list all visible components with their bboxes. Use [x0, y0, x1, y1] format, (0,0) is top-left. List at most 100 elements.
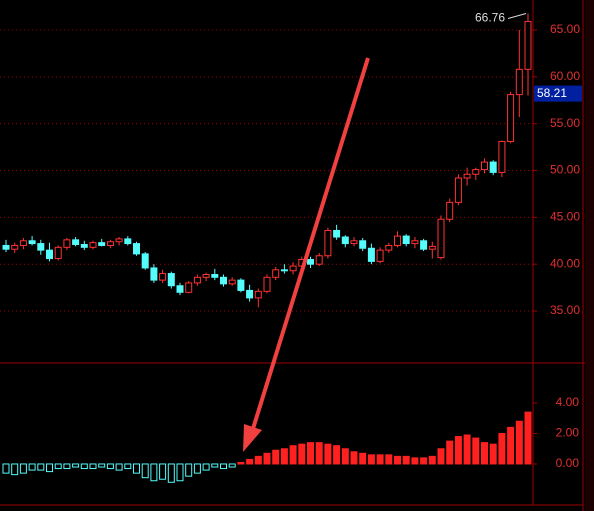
y-tick-label: 45.00 [550, 210, 580, 224]
macd-bar [359, 452, 367, 465]
candle-body [167, 273, 175, 287]
macd-bar [437, 448, 445, 465]
macd-bar [515, 420, 523, 465]
macd-bar [394, 455, 401, 465]
candle-body [254, 290, 262, 299]
macd-bar [2, 463, 10, 474]
arrow-head [243, 424, 262, 452]
y-tick-label: 55.00 [550, 116, 580, 130]
candle-body [211, 273, 219, 278]
candle-body [246, 289, 254, 299]
macd-bar [507, 426, 515, 465]
macd-bar [176, 463, 184, 482]
macd-bar [428, 455, 436, 465]
macd-bar [454, 436, 462, 465]
macd-bar [463, 434, 471, 465]
price-marker [534, 85, 582, 102]
candle-body [411, 240, 419, 245]
candle-body [454, 177, 462, 203]
candle-body [193, 276, 201, 284]
macd-bar [167, 463, 175, 483]
candle-body [141, 253, 149, 269]
macd-bar [19, 463, 27, 474]
macd-bar [150, 463, 158, 482]
plot: 35.00 40.00 45.00 50.00 55.00 60.00 65.00 66.76… [0, 11, 582, 483]
macd-bar [341, 448, 349, 465]
macd-bar [263, 452, 271, 465]
macd-bar [420, 457, 428, 465]
macd-bar [367, 454, 375, 465]
candle-body [11, 244, 19, 250]
macd-bar [141, 463, 149, 479]
macd-bar [472, 437, 480, 465]
macd-bar [124, 463, 132, 470]
macd-bar [202, 463, 210, 471]
macd-bar [133, 463, 140, 474]
macd-bar [211, 463, 219, 468]
macd-bar [46, 463, 53, 473]
y-tick-label: 0.00 [556, 456, 580, 470]
candle-body [472, 169, 480, 175]
macd-bar [280, 448, 288, 465]
macd-bar [220, 463, 227, 470]
macd-bar [298, 443, 306, 465]
candle-body [220, 276, 227, 285]
candle-body [237, 279, 245, 291]
candle-body [350, 240, 358, 245]
candle-body [394, 235, 401, 246]
macd-bar [272, 449, 280, 465]
macd-bar [54, 463, 62, 470]
candle-body [37, 243, 45, 251]
candle-body [202, 273, 210, 278]
candle-body [324, 229, 332, 257]
y-tick-label: 65.00 [550, 22, 580, 36]
candle-body [46, 249, 53, 260]
macd-bar [106, 463, 114, 470]
candle-body [376, 249, 384, 262]
candle-body [280, 269, 288, 272]
candle-body [420, 240, 428, 250]
macd-bar [481, 442, 488, 465]
high-pointer [507, 13, 527, 19]
candle-body [507, 94, 515, 142]
candle-body [98, 242, 106, 246]
macd-bar [498, 432, 506, 465]
macd-bar [193, 463, 201, 474]
candle-body [367, 247, 375, 262]
macd-bar [89, 463, 97, 470]
macd-bar [411, 457, 419, 465]
y-tick-label: 4.00 [556, 395, 580, 409]
candle-body [515, 68, 523, 96]
candle-body [263, 276, 271, 292]
candle-body [150, 267, 158, 281]
candle-body [133, 243, 140, 255]
candle-body [124, 238, 132, 245]
candle-body [333, 229, 341, 238]
candle-body [89, 242, 97, 248]
macd-bar [289, 445, 297, 465]
candle-body [446, 201, 454, 220]
candle-body [28, 240, 36, 245]
candle-body [524, 21, 532, 70]
candle-body [489, 161, 497, 173]
macd-bar [246, 458, 254, 465]
macd-bar [307, 442, 314, 465]
candle-body [19, 240, 27, 246]
candle-body [272, 269, 280, 278]
candle-body [228, 279, 236, 285]
candle-body [289, 265, 297, 272]
side-strip [585, 0, 594, 511]
candle-body [385, 244, 393, 251]
candle-body [315, 255, 323, 265]
macd-bar [237, 461, 245, 465]
macd-bar [80, 463, 88, 470]
annotation-arrow [243, 57, 370, 452]
y-tick-label: 40.00 [550, 256, 580, 270]
candle-body [498, 140, 506, 173]
candle-body [115, 238, 123, 243]
high-label: 66.76 [475, 11, 505, 25]
macd-bar [324, 443, 332, 465]
macd-bar [489, 443, 497, 465]
y-tick-label: 50.00 [550, 163, 580, 177]
